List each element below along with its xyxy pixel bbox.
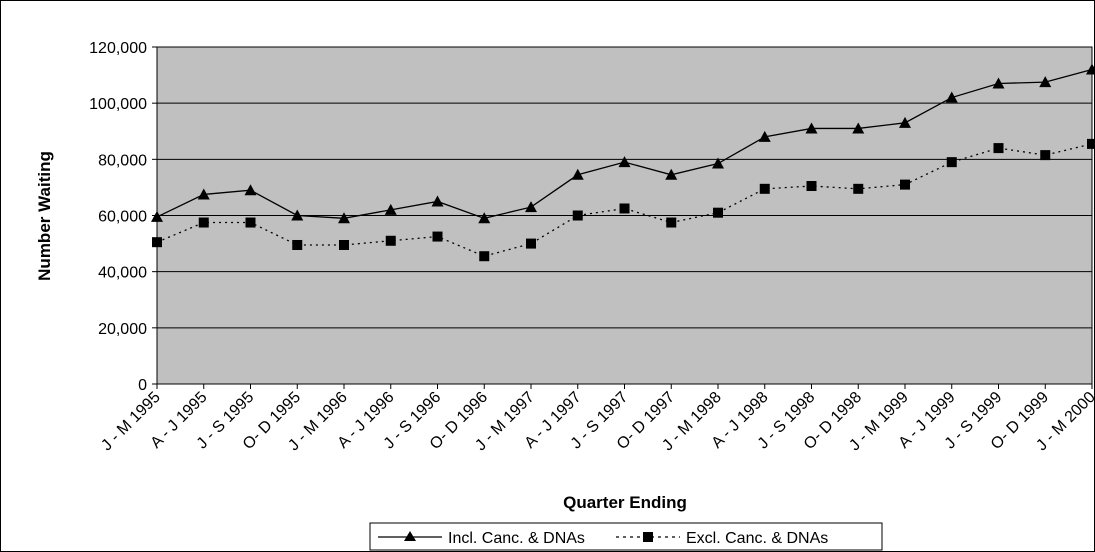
data-point-square <box>1087 138 1095 149</box>
data-point-square <box>666 217 677 228</box>
data-point-square <box>432 231 443 242</box>
data-point-square <box>900 179 910 190</box>
data-point-triangle <box>571 168 584 180</box>
y-tick-label: 20,000 <box>98 321 147 338</box>
data-point-triangle <box>244 184 257 196</box>
data-point-square <box>946 157 957 168</box>
data-point-triangle <box>945 91 958 103</box>
data-point-triangle <box>1086 63 1095 75</box>
data-point-square <box>198 217 209 228</box>
data-point-square <box>619 203 630 214</box>
data-point-square <box>245 217 256 228</box>
data-point-square <box>806 181 817 192</box>
data-point-triangle <box>899 116 911 128</box>
gridlines <box>157 46 1092 329</box>
data-point-square <box>385 235 396 246</box>
data-point-triangle <box>758 130 771 142</box>
data-point-square <box>479 251 490 262</box>
data-point-square <box>759 183 770 194</box>
data-point-square <box>292 239 303 250</box>
data-point-triangle <box>197 188 210 200</box>
data-point-square <box>339 239 349 250</box>
data-point-square <box>993 143 1004 154</box>
data-point-triangle <box>478 212 491 224</box>
y-tick-label: 0 <box>138 377 147 394</box>
legend-label-excl: Excl. Canc. & DNAs <box>686 530 828 547</box>
y-tick-labels: 0 20,000 40,000 60,000 80,000 100,000 120,000 <box>89 40 147 394</box>
data-point-triangle <box>1039 76 1052 88</box>
data-point-triangle <box>338 212 350 224</box>
data-point-square <box>572 210 583 221</box>
y-axis-title: Number Waiting <box>35 151 54 281</box>
data-point-square <box>853 183 864 194</box>
data-point-square <box>713 207 723 218</box>
series-layer <box>151 63 1095 262</box>
legend-marker-excl <box>643 532 653 542</box>
legend-label-incl: Incl. Canc. & DNAs <box>448 530 585 547</box>
y-tick-label: 40,000 <box>98 265 147 282</box>
y-tick-label: 100,000 <box>89 96 147 113</box>
data-point-square <box>526 238 536 249</box>
legend-marker-incl <box>404 531 416 541</box>
legend: Incl. Canc. & DNAs Excl. Canc. & DNAs <box>369 522 883 551</box>
data-point-triangle <box>151 210 163 222</box>
y-tick-label: 60,000 <box>98 209 147 226</box>
y-tick-label: 80,000 <box>98 152 147 169</box>
data-point-square <box>152 237 162 248</box>
data-point-triangle <box>852 122 865 134</box>
data-point-triangle <box>712 157 724 169</box>
data-point-triangle <box>291 209 304 221</box>
series-1 <box>151 63 1095 224</box>
data-point-triangle <box>525 201 537 213</box>
series-2 <box>152 138 1095 262</box>
data-point-triangle <box>805 122 818 134</box>
y-tick-label: 120,000 <box>89 40 147 57</box>
data-point-square <box>1040 150 1051 161</box>
data-point-triangle <box>431 195 444 207</box>
data-point-triangle <box>992 77 1005 89</box>
data-point-triangle <box>384 203 397 215</box>
data-point-triangle <box>665 168 678 180</box>
x-axis-title: Quarter Ending <box>563 493 687 512</box>
data-point-triangle <box>618 156 631 168</box>
